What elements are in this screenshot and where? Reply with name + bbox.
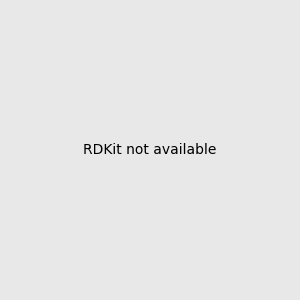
Text: RDKit not available: RDKit not available xyxy=(83,143,217,157)
